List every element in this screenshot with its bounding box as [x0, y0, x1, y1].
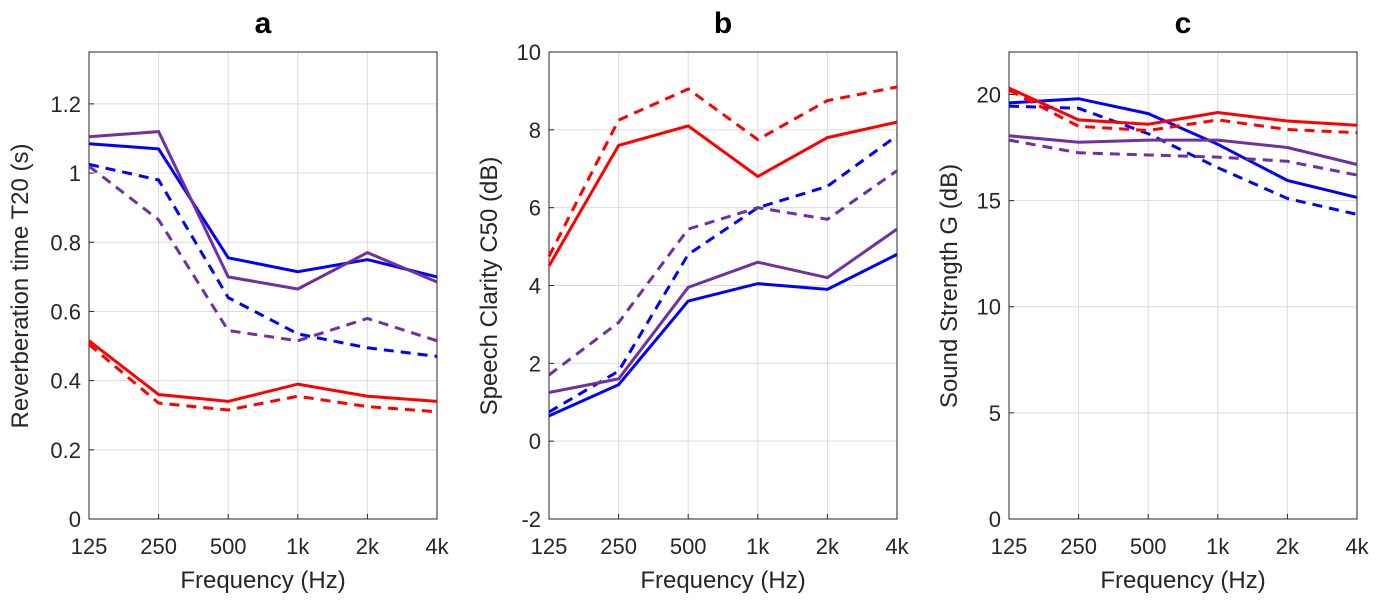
panel-a-xtick-label: 250	[140, 534, 177, 559]
panel-c-xtick-label: 4k	[1345, 534, 1369, 559]
panel-a-ylabel: Reverberation time T20 (s)	[7, 144, 34, 429]
panel-b-xtick-label: 500	[670, 534, 707, 559]
panel-a-ytick-label: 1	[69, 161, 81, 186]
panel-a-series-blue-solid	[88, 142, 438, 279]
panel-b-series-red-solid	[547, 120, 898, 267]
panel-a-ytick-label: 1.2	[50, 92, 81, 117]
panel-c-axes-frame	[1008, 51, 1358, 520]
panel-c-ytick-label: 10	[977, 295, 1001, 320]
panel-b-ytick-label: 10	[517, 40, 541, 65]
panel-a-series-red-dashed	[88, 343, 438, 414]
panel-c-xtick-label: 125	[991, 534, 1028, 559]
panel-c-ytick-label: 20	[977, 82, 1001, 107]
panel-c-series-blue-solid	[1008, 97, 1358, 199]
panel-b-series-purple-dashed	[548, 169, 898, 377]
panel-c-title: c	[1175, 7, 1192, 40]
panel-b-xlabel: Frequency (Hz)	[640, 567, 805, 594]
panel-a-xtick-label: 500	[210, 534, 247, 559]
panel-b-ytick-label: -2	[521, 507, 541, 532]
panel-a-ytick-label: 0.4	[50, 369, 81, 394]
panel-a-ytick-label: 0.6	[50, 299, 81, 324]
panel-c-series-purple-dashed	[1008, 138, 1358, 177]
panel-c-xtick-label: 1k	[1206, 534, 1230, 559]
panel-b-xtick-label: 250	[600, 534, 637, 559]
panel-b-xtick-label: 4k	[885, 534, 909, 559]
panel-a-title: a	[255, 7, 272, 40]
panel-c-ylabel: Sound Strength G (dB)	[936, 164, 963, 408]
panel-c-xtick-label: 500	[1130, 534, 1167, 559]
panel-a-xtick-label: 2k	[356, 534, 380, 559]
panel-b-xtick-label: 2k	[816, 534, 840, 559]
panel-a-xlabel: Frequency (Hz)	[180, 567, 345, 594]
panel-b-series-purple-solid	[548, 227, 898, 394]
panel-c-ytick-label: 15	[977, 189, 1001, 214]
panel-b-ytick-label: 6	[529, 196, 541, 221]
panel-c: c 125 250 500 1k 2k 4k 0 5 10 15 20 Frequency (Hz…	[936, 7, 1370, 594]
panel-b-series-blue-dashed	[548, 134, 898, 414]
panel-b-xtick-label: 1k	[746, 534, 770, 559]
panel-b-ytick-label: 4	[529, 274, 541, 299]
panel-b-title: b	[714, 7, 732, 40]
panel-b: b 125 250 500 1k 2k 4k -2 0 2 4 6 8 10 Frequency (H…	[476, 7, 910, 594]
panel-b-ytick-label: 0	[529, 429, 541, 454]
panel-b-ytick-label: 8	[529, 118, 541, 143]
panel-c-xtick-label: 2k	[1276, 534, 1300, 559]
panel-a-series-red-solid	[88, 339, 438, 403]
panel-c-series-purple-solid	[1008, 134, 1358, 166]
panel-c-xtick-label: 250	[1060, 534, 1097, 559]
panel-a: a 125 250 500 1k 2k 4k 0 0.2 0.4 0.6 0.8 1 1.2 Freq…	[7, 7, 450, 594]
panel-c-xlabel: Frequency (Hz)	[1100, 567, 1265, 594]
panel-b-xtick-label: 125	[531, 534, 568, 559]
panel-a-xtick-label: 4k	[425, 534, 449, 559]
panel-a-xtick-label: 1k	[286, 534, 310, 559]
panel-c-ytick-label: 5	[989, 401, 1001, 426]
panel-c-series-red-solid	[1008, 86, 1358, 127]
panel-c-ytick-label: 0	[989, 507, 1001, 532]
panel-a-axes-frame	[88, 51, 438, 520]
panel-b-ylabel: Speech Clarity C50 (dB)	[476, 157, 503, 416]
panel-a-series-purple-dashed	[88, 165, 438, 343]
panel-a-ytick-label: 0.8	[50, 230, 81, 255]
panel-a-series-blue-dashed	[88, 162, 438, 358]
panel-b-ytick-label: 2	[529, 351, 541, 376]
panel-a-ytick-label: 0.2	[50, 438, 81, 463]
panel-b-series-red-dashed	[547, 85, 898, 257]
panel-a-xtick-label: 125	[71, 534, 108, 559]
panel-a-series-purple-solid	[88, 130, 438, 291]
panel-a-ytick-label: 0	[69, 507, 81, 532]
panel-b-series-blue-solid	[548, 253, 898, 418]
panel-c-series-blue-dashed	[1008, 104, 1358, 216]
